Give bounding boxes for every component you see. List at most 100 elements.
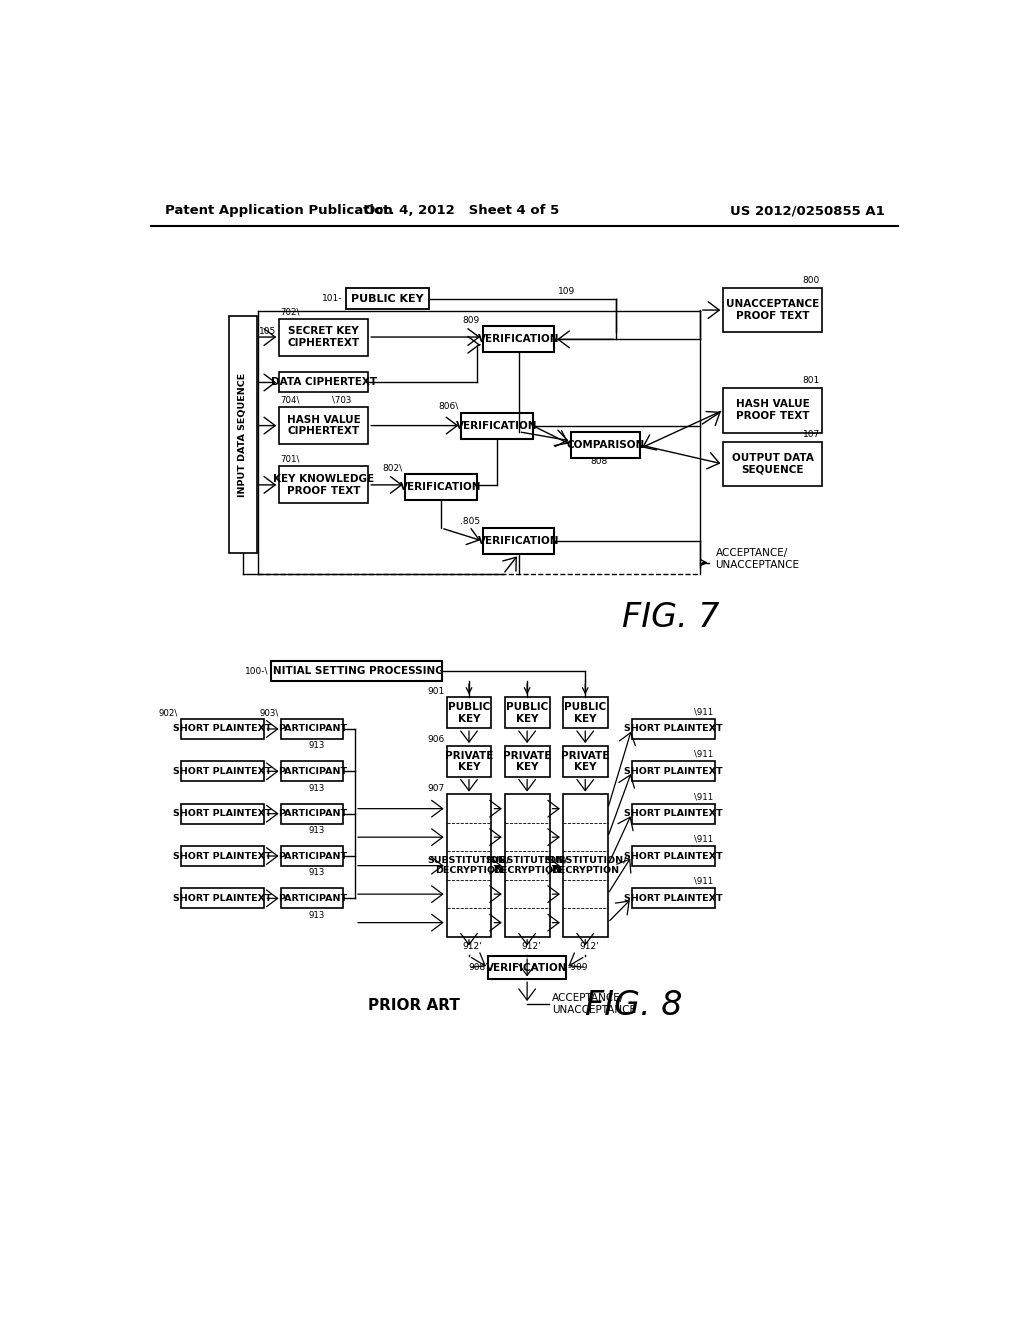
Bar (406, 474, 477, 500)
Text: 702\: 702\ (281, 308, 300, 315)
Bar (228, 317, 257, 553)
Bar (180, 888, 264, 908)
Text: SHORT PLAINTEXT: SHORT PLAINTEXT (173, 851, 271, 861)
Text: HASH VALUE
CIPHERTEXT: HASH VALUE CIPHERTEXT (287, 414, 360, 437)
Bar (282, 846, 343, 866)
Text: PARTICIPANT: PARTICIPANT (278, 725, 347, 734)
Text: 902\: 902\ (159, 709, 177, 717)
Bar (280, 466, 369, 503)
Bar (446, 746, 492, 776)
Bar (271, 661, 442, 681)
Text: \911: \911 (694, 792, 713, 801)
Text: \911: \911 (694, 750, 713, 759)
Text: SHORT PLAINTEXT: SHORT PLAINTEXT (625, 809, 723, 818)
Bar (723, 442, 822, 487)
Text: Patent Application Publication: Patent Application Publication (165, 205, 393, 218)
Bar (282, 762, 343, 781)
Text: SHORT PLAINTEXT: SHORT PLAINTEXT (625, 767, 723, 776)
Text: 801: 801 (803, 376, 820, 384)
Bar (723, 288, 822, 333)
Text: SHORT PLAINTEXT: SHORT PLAINTEXT (173, 725, 271, 734)
Text: PUBLIC
KEY: PUBLIC KEY (447, 702, 490, 723)
Text: 701\: 701\ (281, 455, 300, 463)
Text: 105: 105 (259, 327, 276, 337)
Text: OUTPUT DATA
SEQUENCE: OUTPUT DATA SEQUENCE (732, 453, 814, 475)
Text: PRIOR ART: PRIOR ART (369, 998, 460, 1012)
Text: Oct. 4, 2012   Sheet 4 of 5: Oct. 4, 2012 Sheet 4 of 5 (364, 205, 559, 218)
Text: PUBLIC KEY: PUBLIC KEY (351, 293, 424, 304)
Text: 912': 912' (463, 941, 482, 950)
Text: 809: 809 (463, 315, 480, 325)
Text: INPUT DATA SEQUENCE: INPUT DATA SEQUENCE (239, 372, 247, 496)
Text: VERIFICATION: VERIFICATION (400, 482, 482, 492)
Text: 913: 913 (308, 826, 325, 836)
Text: 802\: 802\ (382, 463, 402, 473)
Bar (563, 795, 607, 937)
Text: \703: \703 (332, 396, 351, 405)
Bar (346, 288, 429, 309)
Text: US 2012/0250855 A1: US 2012/0250855 A1 (730, 205, 885, 218)
Text: SUBSTITUTION/
DECRYPTION: SUBSTITUTION/ DECRYPTION (428, 855, 510, 875)
Bar (180, 762, 264, 781)
Text: PRIVATE
KEY: PRIVATE KEY (503, 751, 551, 772)
Text: PUBLIC
KEY: PUBLIC KEY (506, 702, 548, 723)
Text: -909: -909 (567, 964, 588, 972)
Bar (282, 888, 343, 908)
Text: SUBSTITUTION/
DECRYPTION: SUBSTITUTION/ DECRYPTION (485, 855, 568, 875)
Text: 913: 913 (308, 784, 325, 793)
Bar (563, 697, 607, 729)
Text: 100-\: 100-\ (245, 667, 268, 676)
Text: SECRET KEY
CIPHERTEXT: SECRET KEY CIPHERTEXT (288, 326, 359, 348)
Bar (280, 372, 369, 392)
Text: SHORT PLAINTEXT: SHORT PLAINTEXT (625, 851, 723, 861)
Text: 806\: 806\ (438, 401, 458, 411)
Text: COMPARISON: COMPARISON (566, 440, 644, 450)
Bar (446, 795, 492, 937)
Bar (632, 804, 716, 824)
Bar (632, 762, 716, 781)
Text: SHORT PLAINTEXT: SHORT PLAINTEXT (625, 725, 723, 734)
Text: 907: 907 (427, 784, 444, 793)
Bar (632, 888, 716, 908)
Text: PUBLIC
KEY: PUBLIC KEY (564, 702, 606, 723)
Text: PARTICIPANT: PARTICIPANT (278, 809, 347, 818)
Bar (505, 795, 550, 937)
Text: SHORT PLAINTEXT: SHORT PLAINTEXT (625, 894, 723, 903)
Text: SHORT PLAINTEXT: SHORT PLAINTEXT (173, 767, 271, 776)
Text: \911: \911 (694, 876, 713, 886)
Text: ACCEPTANCE/
UNACCEPTANCE: ACCEPTANCE/ UNACCEPTANCE (716, 548, 800, 570)
Text: FIG. 7: FIG. 7 (623, 601, 720, 634)
Bar (563, 746, 607, 776)
Text: VERIFICATION: VERIFICATION (478, 334, 559, 345)
Text: UNACCEPTANCE
PROOF TEXT: UNACCEPTANCE PROOF TEXT (726, 300, 819, 321)
Text: 901: 901 (427, 686, 444, 696)
Text: 800: 800 (803, 276, 820, 285)
Text: VERIFICATION: VERIFICATION (456, 421, 538, 430)
Text: .805: .805 (460, 517, 480, 527)
Text: PARTICIPANT: PARTICIPANT (278, 851, 347, 861)
Bar (446, 697, 492, 729)
Text: PRIVATE
KEY: PRIVATE KEY (561, 751, 609, 772)
Bar (505, 697, 550, 729)
Text: \911: \911 (694, 834, 713, 843)
Text: PRIVATE
KEY: PRIVATE KEY (444, 751, 494, 772)
Text: VERIFICATION: VERIFICATION (486, 962, 568, 973)
Text: ACCEPTANCE/
UNACCEPTANCE: ACCEPTANCE/ UNACCEPTANCE (552, 993, 636, 1015)
Text: 808: 808 (591, 457, 608, 466)
Text: KEY KNOWLEDGE
PROOF TEXT: KEY KNOWLEDGE PROOF TEXT (273, 474, 374, 496)
Text: 906: 906 (427, 735, 444, 744)
Bar (180, 846, 264, 866)
Bar (280, 407, 369, 444)
Text: 101-: 101- (323, 294, 343, 304)
Text: 109: 109 (558, 288, 575, 296)
Text: PARTICIPANT: PARTICIPANT (278, 894, 347, 903)
Text: SHORT PLAINTEXT: SHORT PLAINTEXT (173, 894, 271, 903)
Bar (461, 413, 532, 438)
Bar (282, 719, 343, 739)
Text: PARTICIPANT: PARTICIPANT (278, 767, 347, 776)
Text: INITIAL SETTING PROCESSING: INITIAL SETTING PROCESSING (269, 667, 444, 676)
Bar (723, 388, 822, 433)
Text: SUBSTITUTION/
DECRYPTION: SUBSTITUTION/ DECRYPTION (544, 855, 627, 875)
Bar (280, 318, 369, 355)
Text: VERIFICATION: VERIFICATION (478, 536, 559, 546)
